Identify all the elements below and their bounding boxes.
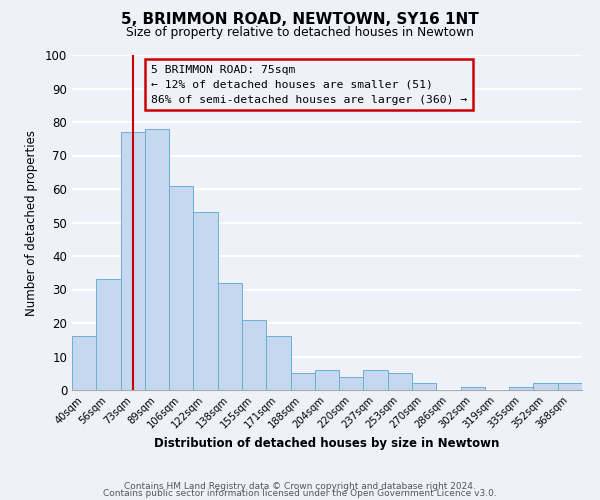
Bar xyxy=(364,370,388,390)
Text: Size of property relative to detached houses in Newtown: Size of property relative to detached ho… xyxy=(126,26,474,39)
Bar xyxy=(461,386,485,390)
X-axis label: Distribution of detached houses by size in Newtown: Distribution of detached houses by size … xyxy=(154,438,500,450)
Bar xyxy=(558,384,582,390)
Text: Contains HM Land Registry data © Crown copyright and database right 2024.: Contains HM Land Registry data © Crown c… xyxy=(124,482,476,491)
Bar xyxy=(509,386,533,390)
Bar xyxy=(145,128,169,390)
Bar xyxy=(315,370,339,390)
Bar xyxy=(412,384,436,390)
Y-axis label: Number of detached properties: Number of detached properties xyxy=(25,130,38,316)
Bar xyxy=(242,320,266,390)
Text: 5, BRIMMON ROAD, NEWTOWN, SY16 1NT: 5, BRIMMON ROAD, NEWTOWN, SY16 1NT xyxy=(121,12,479,28)
Bar xyxy=(96,280,121,390)
Text: Contains public sector information licensed under the Open Government Licence v3: Contains public sector information licen… xyxy=(103,490,497,498)
Bar xyxy=(266,336,290,390)
Bar xyxy=(169,186,193,390)
Bar xyxy=(72,336,96,390)
Bar xyxy=(533,384,558,390)
Bar xyxy=(290,373,315,390)
Bar xyxy=(388,373,412,390)
Bar xyxy=(193,212,218,390)
Bar xyxy=(339,376,364,390)
Bar xyxy=(121,132,145,390)
Text: 5 BRIMMON ROAD: 75sqm
← 12% of detached houses are smaller (51)
86% of semi-deta: 5 BRIMMON ROAD: 75sqm ← 12% of detached … xyxy=(151,65,467,104)
Bar xyxy=(218,283,242,390)
